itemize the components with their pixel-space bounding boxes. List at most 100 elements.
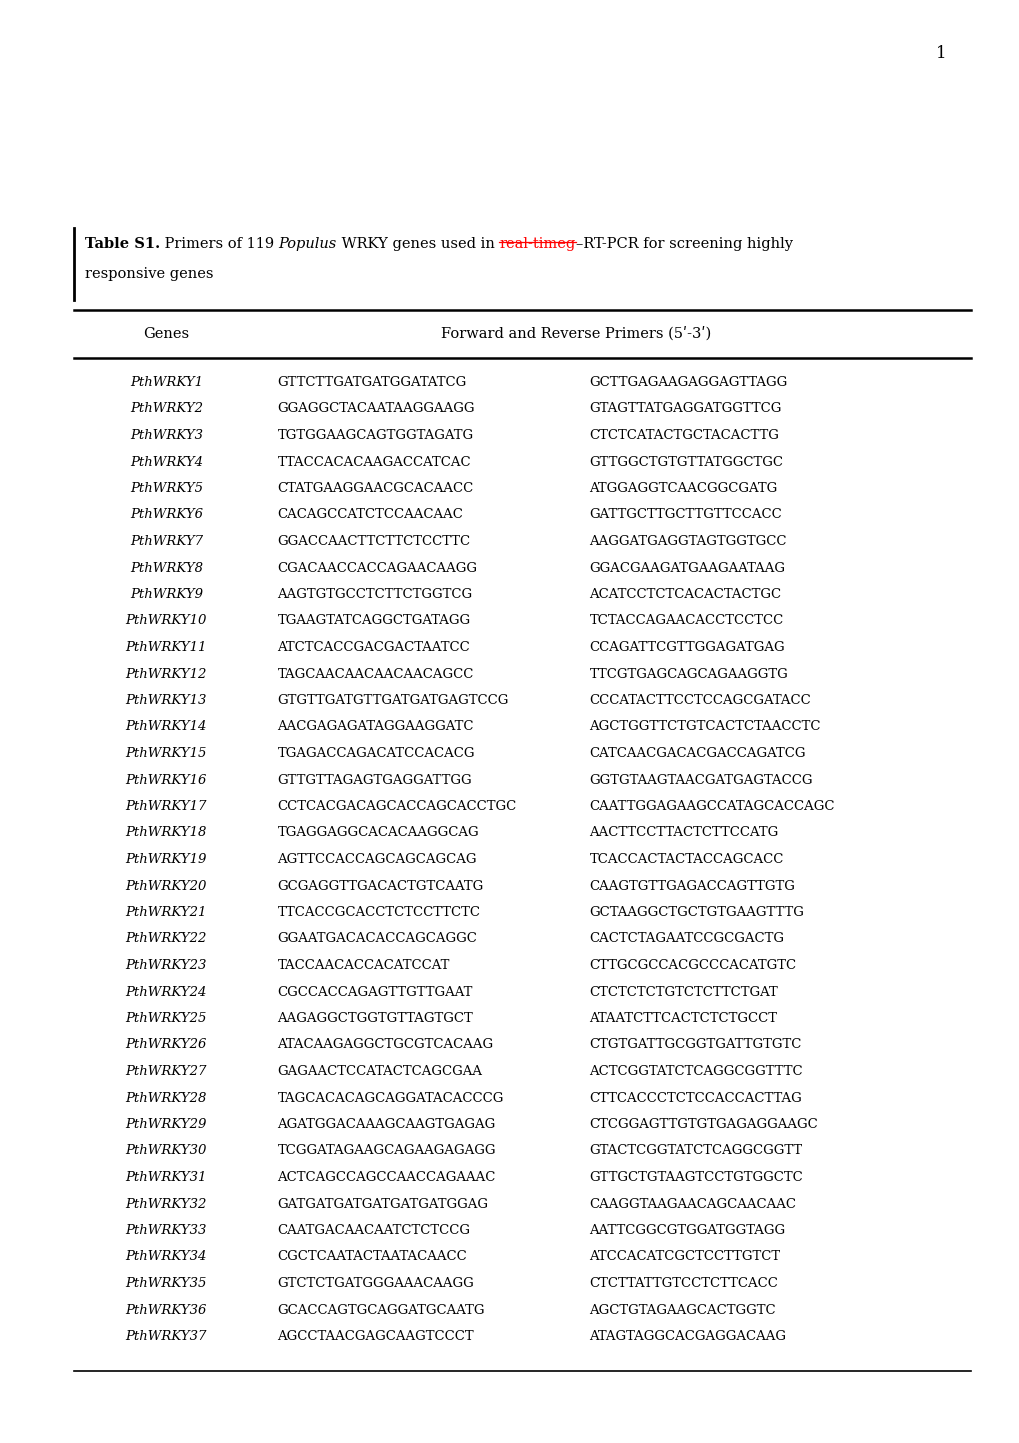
Text: GCTTGAGAAGAGGAGTTAGG: GCTTGAGAAGAGGAGTTAGG xyxy=(589,377,787,390)
Text: PthWRKY26: PthWRKY26 xyxy=(125,1039,207,1052)
Text: ATCCACATCGCTCCTTGTCT: ATCCACATCGCTCCTTGTCT xyxy=(589,1251,780,1264)
Text: PthWRKY34: PthWRKY34 xyxy=(125,1251,207,1264)
Text: CACAGCCATCTCCAACAAC: CACAGCCATCTCCAACAAC xyxy=(277,508,463,521)
Text: AACTTCCTTACTCTTCCATG: AACTTCCTTACTCTTCCATG xyxy=(589,827,779,840)
Text: PthWRKY20: PthWRKY20 xyxy=(125,879,207,893)
Text: TGAGGAGGCACACAAGGCAG: TGAGGAGGCACACAAGGCAG xyxy=(277,827,479,840)
Text: PthWRKY10: PthWRKY10 xyxy=(125,615,207,628)
Text: CGCCACCAGAGTTGTTGAAT: CGCCACCAGAGTTGTTGAAT xyxy=(277,986,473,999)
Text: AAGGATGAGGTAGTGGTGCC: AAGGATGAGGTAGTGGTGCC xyxy=(589,535,787,548)
Text: GGAGGCTACAATAAGGAAGG: GGAGGCTACAATAAGGAAGG xyxy=(277,403,475,416)
Text: PthWRKY25: PthWRKY25 xyxy=(125,1012,207,1025)
Text: PthWRKY7: PthWRKY7 xyxy=(129,535,203,548)
Text: GTAGTTATGAGGATGGTTCG: GTAGTTATGAGGATGGTTCG xyxy=(589,403,782,416)
Text: GTTGTTAGAGTGAGGATTGG: GTTGTTAGAGTGAGGATTGG xyxy=(277,773,472,786)
Text: AGCTGGTTCTGTCACTCTAACCTC: AGCTGGTTCTGTCACTCTAACCTC xyxy=(589,720,820,733)
Text: PthWRKY6: PthWRKY6 xyxy=(129,508,203,521)
Text: GATTGCTTGCTTGTTCCACC: GATTGCTTGCTTGTTCCACC xyxy=(589,508,782,521)
Text: TACCAACACCACATCCAT: TACCAACACCACATCCAT xyxy=(277,960,449,973)
Text: PthWRKY15: PthWRKY15 xyxy=(125,747,207,760)
Text: CAATTGGAGAAGCCATAGCACCAGC: CAATTGGAGAAGCCATAGCACCAGC xyxy=(589,799,835,812)
Text: CTTGCGCCACGCCCACATGTC: CTTGCGCCACGCCCACATGTC xyxy=(589,960,796,973)
Text: PthWRKY31: PthWRKY31 xyxy=(125,1172,207,1185)
Text: 1: 1 xyxy=(935,45,946,62)
Text: AACGAGAGATAGGAAGGATC: AACGAGAGATAGGAAGGATC xyxy=(277,720,474,733)
Text: TAGCACACAGCAGGATACACCCG: TAGCACACAGCAGGATACACCCG xyxy=(277,1091,503,1104)
Text: CCTCACGACAGCACCAGCACCTGC: CCTCACGACAGCACCAGCACCTGC xyxy=(277,799,517,812)
Text: GCGAGGTTGACACTGTCAATG: GCGAGGTTGACACTGTCAATG xyxy=(277,879,483,893)
Text: GTTGCTGTAAGTCCTGTGGCTC: GTTGCTGTAAGTCCTGTGGCTC xyxy=(589,1172,803,1185)
Text: PthWRKY29: PthWRKY29 xyxy=(125,1118,207,1131)
Text: real-timeg: real-timeg xyxy=(498,237,575,251)
Text: TGAAGTATCAGGCTGATAGG: TGAAGTATCAGGCTGATAGG xyxy=(277,615,470,628)
Text: CAATGACAACAATCTCTCCG: CAATGACAACAATCTCTCCG xyxy=(277,1224,470,1237)
Text: TAGCAACAACAACAACAGCC: TAGCAACAACAACAACAGCC xyxy=(277,668,474,681)
Text: PthWRKY12: PthWRKY12 xyxy=(125,668,207,681)
Text: PthWRKY33: PthWRKY33 xyxy=(125,1224,207,1237)
Text: WRKY genes used in: WRKY genes used in xyxy=(336,237,498,251)
Text: AGATGGACAAAGCAAGTGAGAG: AGATGGACAAAGCAAGTGAGAG xyxy=(277,1118,495,1131)
Text: TCACCACTACTACCAGCACC: TCACCACTACTACCAGCACC xyxy=(589,853,784,866)
Text: PthWRKY19: PthWRKY19 xyxy=(125,853,207,866)
Text: responsive genes: responsive genes xyxy=(85,267,213,281)
Text: GGAATGACACACCAGCAGGC: GGAATGACACACCAGCAGGC xyxy=(277,932,477,945)
Text: Primers of 119: Primers of 119 xyxy=(160,237,278,251)
Text: GGACCAACTTCTTCTCCTTC: GGACCAACTTCTTCTCCTTC xyxy=(277,535,470,548)
Text: CTCTTATTGTCCTCTTCACC: CTCTTATTGTCCTCTTCACC xyxy=(589,1277,777,1290)
Text: CAAGTGTTGAGACCAGTTGTG: CAAGTGTTGAGACCAGTTGTG xyxy=(589,879,795,893)
Text: Populus: Populus xyxy=(278,237,336,251)
Text: ATACAAGAGGCTGCGTCACAAG: ATACAAGAGGCTGCGTCACAAG xyxy=(277,1039,493,1052)
Text: PthWRKY21: PthWRKY21 xyxy=(125,906,207,919)
Text: PthWRKY37: PthWRKY37 xyxy=(125,1330,207,1343)
Text: PthWRKY8: PthWRKY8 xyxy=(129,561,203,574)
Text: AAGTGTGCCTCTTCTGGTCG: AAGTGTGCCTCTTCTGGTCG xyxy=(277,587,472,600)
Text: TCTACCAGAACACCTCCTCC: TCTACCAGAACACCTCCTCC xyxy=(589,615,783,628)
Text: PthWRKY35: PthWRKY35 xyxy=(125,1277,207,1290)
Text: PthWRKY24: PthWRKY24 xyxy=(125,986,207,999)
Text: PthWRKY32: PthWRKY32 xyxy=(125,1198,207,1211)
Text: ATGGAGGTCAACGGCGATG: ATGGAGGTCAACGGCGATG xyxy=(589,482,777,495)
Text: ACATCCTCTCACACTACTGC: ACATCCTCTCACACTACTGC xyxy=(589,587,781,600)
Text: ATCTCACCGACGACTAATCC: ATCTCACCGACGACTAATCC xyxy=(277,641,470,654)
Text: CTTCACCCTCTCCACCACTTAG: CTTCACCCTCTCCACCACTTAG xyxy=(589,1091,802,1104)
Text: GTCTCTGATGGGAAACAAGG: GTCTCTGATGGGAAACAAGG xyxy=(277,1277,474,1290)
Text: AAGAGGCTGGTGTTAGTGCT: AAGAGGCTGGTGTTAGTGCT xyxy=(277,1012,473,1025)
Text: TTACCACACAAGACCATCAC: TTACCACACAAGACCATCAC xyxy=(277,456,471,469)
Text: GTACTCGGTATCTCAGGCGGTT: GTACTCGGTATCTCAGGCGGTT xyxy=(589,1144,802,1157)
Text: PthWRKY23: PthWRKY23 xyxy=(125,960,207,973)
Text: TTCACCGCACCTCTCCTTCTC: TTCACCGCACCTCTCCTTCTC xyxy=(277,906,480,919)
Text: AGCCTAACGAGCAAGTCCCT: AGCCTAACGAGCAAGTCCCT xyxy=(277,1330,474,1343)
Text: PthWRKY4: PthWRKY4 xyxy=(129,456,203,469)
Text: PthWRKY9: PthWRKY9 xyxy=(129,587,203,600)
Text: PthWRKY13: PthWRKY13 xyxy=(125,694,207,707)
Text: PthWRKY28: PthWRKY28 xyxy=(125,1091,207,1104)
Text: PthWRKY14: PthWRKY14 xyxy=(125,720,207,733)
Text: PthWRKY3: PthWRKY3 xyxy=(129,429,203,442)
Text: TTCGTGAGCAGCAGAAGGTG: TTCGTGAGCAGCAGAAGGTG xyxy=(589,668,788,681)
Text: CTCTCATACTGCTACACTTG: CTCTCATACTGCTACACTTG xyxy=(589,429,779,442)
Text: GTGTTGATGTTGATGATGAGTCCG: GTGTTGATGTTGATGATGAGTCCG xyxy=(277,694,508,707)
Text: Table S1.: Table S1. xyxy=(85,237,160,251)
Text: CTCTCTCTGTCTCTTCTGAT: CTCTCTCTGTCTCTTCTGAT xyxy=(589,986,777,999)
Text: PthWRKY18: PthWRKY18 xyxy=(125,827,207,840)
Text: GTTGGCTGTGTTATGGCTGC: GTTGGCTGTGTTATGGCTGC xyxy=(589,456,783,469)
Text: CTCGGAGTTGTGTGAGAGGAAGC: CTCGGAGTTGTGTGAGAGGAAGC xyxy=(589,1118,817,1131)
Text: Genes: Genes xyxy=(143,328,190,341)
Text: ATAGTAGGCACGAGGACAAG: ATAGTAGGCACGAGGACAAG xyxy=(589,1330,786,1343)
Text: CCCATACTTCCTCCAGCGATACC: CCCATACTTCCTCCAGCGATACC xyxy=(589,694,810,707)
Text: PthWRKY22: PthWRKY22 xyxy=(125,932,207,945)
Text: ATAATCTTCACTCTCTGCCT: ATAATCTTCACTCTCTGCCT xyxy=(589,1012,776,1025)
Text: PthWRKY1: PthWRKY1 xyxy=(129,377,203,390)
Text: ACTCGGTATCTCAGGCGGTTTC: ACTCGGTATCTCAGGCGGTTTC xyxy=(589,1065,802,1078)
Text: PthWRKY27: PthWRKY27 xyxy=(125,1065,207,1078)
Text: –RT-PCR for screening highly: –RT-PCR for screening highly xyxy=(575,237,792,251)
Text: PthWRKY16: PthWRKY16 xyxy=(125,773,207,786)
Text: AGCTGTAGAAGCACTGGTC: AGCTGTAGAAGCACTGGTC xyxy=(589,1303,775,1316)
Text: GAGAACTCCATACTCAGCGAA: GAGAACTCCATACTCAGCGAA xyxy=(277,1065,482,1078)
Text: CTATGAAGGAACGCACAACC: CTATGAAGGAACGCACAACC xyxy=(277,482,473,495)
Text: PthWRKY30: PthWRKY30 xyxy=(125,1144,207,1157)
Text: CACTCTAGAATCCGCGACTG: CACTCTAGAATCCGCGACTG xyxy=(589,932,784,945)
Text: AGTTCCACCAGCAGCAGCAG: AGTTCCACCAGCAGCAGCAG xyxy=(277,853,477,866)
Text: TCGGATAGAAGCAGAAGAGAGG: TCGGATAGAAGCAGAAGAGAGG xyxy=(277,1144,495,1157)
Text: Forward and Reverse Primers (5ʹ-3ʹ): Forward and Reverse Primers (5ʹ-3ʹ) xyxy=(441,326,710,341)
